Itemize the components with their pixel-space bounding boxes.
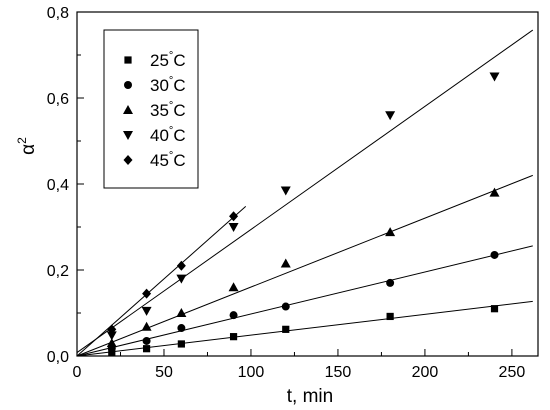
point-45C — [176, 260, 186, 271]
point-30C — [281, 302, 290, 311]
data-points — [106, 72, 500, 357]
y-tick-label: 0,4 — [47, 177, 69, 194]
point-35C — [489, 187, 500, 197]
fit-line-35C — [76, 174, 533, 357]
fit-line-25C — [76, 300, 533, 357]
fit-lines — [76, 29, 534, 357]
y-axis-title: α2 — [15, 137, 39, 155]
legend-label-35C: 35°C — [150, 100, 186, 120]
point-45C — [142, 288, 152, 299]
fit-line-40C — [76, 29, 534, 353]
y-tick-label: 0,0 — [47, 349, 69, 366]
point-30C — [490, 250, 499, 259]
legend-marker-40C — [123, 131, 133, 140]
y-tick-label: 0,8 — [47, 5, 69, 22]
y-axis-title-base: α — [18, 144, 39, 155]
point-40C — [141, 306, 152, 316]
x-tick-label: 250 — [499, 364, 526, 381]
point-35C — [385, 227, 396, 237]
axis-ticks — [76, 11, 513, 357]
point-35C — [176, 308, 187, 317]
legend-marker-35C — [123, 105, 133, 114]
legend-marker-30C — [124, 81, 132, 89]
point-25C — [282, 325, 290, 333]
point-40C — [385, 111, 396, 121]
y-tick-label: 0,6 — [47, 91, 69, 108]
legend-label-30C: 30°C — [150, 75, 186, 95]
point-25C — [108, 348, 116, 357]
point-35C — [106, 338, 117, 348]
point-35C — [228, 282, 239, 292]
point-30C — [177, 324, 186, 333]
point-35C — [280, 258, 291, 268]
point-40C — [489, 72, 500, 82]
legend-marker-45C — [123, 155, 133, 165]
fit-line-45C — [76, 205, 247, 357]
point-35C — [141, 321, 152, 331]
fit-line-30C — [76, 245, 533, 357]
point-25C — [490, 305, 499, 313]
legend-box — [103, 29, 199, 189]
point-30C — [386, 278, 395, 287]
point-45C — [107, 324, 117, 335]
point-25C — [142, 345, 151, 353]
legend: 25°C 30°C 35°C 40°C 45°C — [103, 29, 199, 189]
legend-label-25C: 25°C — [150, 50, 186, 70]
point-45C — [229, 211, 239, 222]
x-tick-label: 100 — [238, 364, 265, 381]
tick-labels: 0 50 100 150 200 250 0,0 0,2 0,4 0,6 0,8 — [47, 5, 526, 381]
point-25C — [177, 340, 185, 348]
x-tick-label: 150 — [325, 364, 352, 381]
y-axis-title-sup: 2 — [15, 137, 29, 144]
x-tick-label: 0 — [73, 364, 82, 381]
y-tick-label: 0,2 — [47, 263, 69, 280]
x-axis-title: t, min — [287, 386, 333, 407]
x-tick-label: 50 — [155, 364, 173, 381]
point-40C — [280, 186, 291, 196]
point-30C — [142, 336, 151, 345]
point-30C — [229, 311, 238, 320]
legend-marker-25C — [124, 56, 132, 64]
point-40C — [176, 274, 187, 284]
legend-label-45C: 45°C — [150, 150, 186, 170]
legend-label-40C: 40°C — [150, 125, 186, 145]
point-25C — [229, 333, 238, 341]
point-40C — [106, 331, 117, 341]
point-25C — [386, 312, 394, 321]
x-tick-label: 200 — [412, 364, 439, 381]
point-40C — [228, 223, 239, 232]
